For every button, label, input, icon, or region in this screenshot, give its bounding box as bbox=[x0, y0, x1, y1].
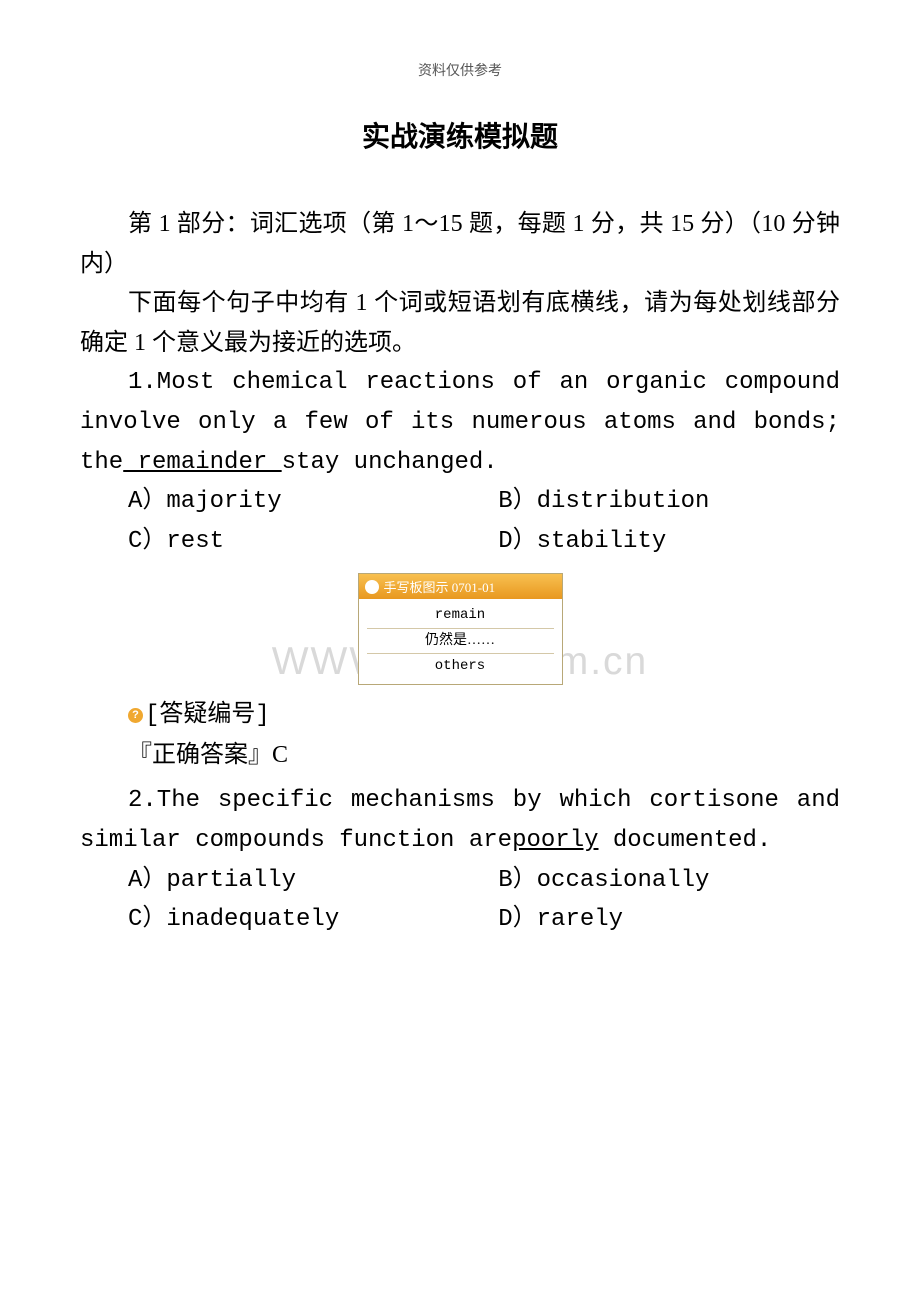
intro-part2: 下面每个句子中均有 1 个词或短语划有底横线，请为每处划线部分确定 1 个意义最… bbox=[80, 284, 840, 363]
question-mark-icon: ? bbox=[128, 708, 143, 723]
pencil-icon bbox=[365, 580, 379, 594]
handwriting-note-box: 手写板图示 0701-01 remain 仍然是…… others bbox=[358, 573, 563, 685]
qa-number-label: [答疑编号] bbox=[145, 702, 270, 729]
q2-option-b: B）occasionally bbox=[498, 861, 840, 901]
intro-part1: 第 1 部分：词汇选项（第 1～15 题，每题 1 分，共 15 分）（10 分… bbox=[80, 205, 840, 284]
page-content: 资料仅供参考 实战演练模拟题 第 1 部分：词汇选项（第 1～15 题，每题 1… bbox=[80, 60, 840, 940]
header-note: 资料仅供参考 bbox=[80, 60, 840, 80]
note-line-1: remain bbox=[367, 603, 554, 628]
q2-text-after: documented. bbox=[599, 827, 772, 854]
note-box-header: 手写板图示 0701-01 bbox=[359, 574, 562, 599]
question-1-stem: 1.Most chemical reactions of an organic … bbox=[80, 363, 840, 482]
q1-text-after: stay unchanged. bbox=[282, 449, 498, 476]
note-line-2: 仍然是…… bbox=[367, 629, 554, 654]
q1-option-a: A）majority bbox=[128, 482, 498, 522]
question-2-stem: 2.The specific mechanisms by which corti… bbox=[80, 781, 840, 860]
q1-option-c: C）rest bbox=[128, 522, 498, 562]
q2-option-a: A）partially bbox=[128, 861, 498, 901]
q1-answer-line: 『正确答案』C bbox=[80, 736, 840, 776]
q1-correct-answer: 『正确答案』C bbox=[128, 742, 288, 768]
q1-option-d: D）stability bbox=[498, 522, 840, 562]
q2-underlined-word: poorly bbox=[512, 827, 598, 854]
q1-qa-number-line: ?[答疑编号] bbox=[80, 695, 840, 736]
note-box-body: remain 仍然是…… others bbox=[359, 599, 562, 684]
note-box-title-text: 手写板图示 0701-01 bbox=[384, 577, 496, 596]
question-1-options: A）majority B）distribution C）rest D）stabi… bbox=[80, 482, 840, 561]
q2-option-d: D）rarely bbox=[498, 900, 840, 940]
page-title: 实战演练模拟题 bbox=[80, 115, 840, 155]
q2-option-c: C）inadequately bbox=[128, 900, 498, 940]
note-line-3: others bbox=[367, 654, 554, 678]
q1-underlined-word: remainder bbox=[123, 449, 281, 476]
question-2-options: A）partially B）occasionally C）inadequatel… bbox=[80, 861, 840, 940]
q1-option-b: B）distribution bbox=[498, 482, 840, 522]
